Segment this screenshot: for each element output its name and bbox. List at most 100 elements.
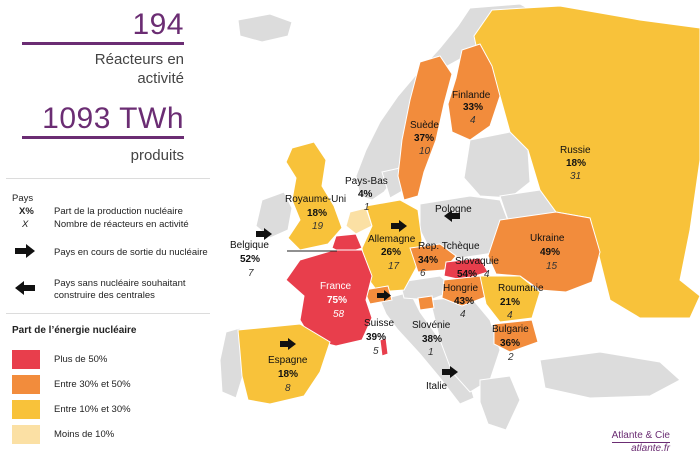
- belgique-exit-arrow-icon: [256, 228, 272, 240]
- label-france-count: 58: [333, 309, 345, 320]
- label-allemagne-pct: 26%: [381, 247, 402, 258]
- label-russie-pct: 18%: [566, 158, 587, 169]
- romania-region: [479, 275, 541, 323]
- divider-1: [6, 178, 210, 179]
- label-hongrie-pct: 43%: [454, 296, 475, 307]
- credit: Atlante & Cie atlante.fr: [611, 430, 670, 454]
- right-arrow-icon: [15, 244, 35, 258]
- belgique-leader-line: [287, 250, 337, 252]
- slovakia-region: [443, 257, 489, 281]
- label-russie-name: Russie: [560, 145, 591, 156]
- key-pays: Pays: [12, 193, 34, 204]
- legend-swatch-4: [12, 425, 40, 444]
- label-slovenie-name: Slovénie: [412, 320, 451, 331]
- label-roumanie-name: Roumanie: [498, 283, 544, 294]
- twh-value: 1093 TWh: [42, 102, 184, 135]
- label-paysbas-pct: 4%: [358, 189, 373, 200]
- label-reptcheque-count: 6: [420, 268, 426, 279]
- legend-swatch-2: [12, 375, 40, 394]
- label-russie-count: 31: [570, 171, 582, 182]
- label-france-name: France: [320, 281, 352, 292]
- label-slovaquie-name: Slovaquie: [455, 256, 499, 267]
- divider-2: [6, 313, 210, 314]
- key-pct: X%: [19, 206, 34, 217]
- label-suisse-pct: 39%: [366, 332, 387, 343]
- key-nombre-label: Nombre de réacteurs en activité: [54, 219, 189, 230]
- legend-swatch-1: [12, 350, 40, 369]
- key-construire-label: Pays sans nucléaire souhaitant construir…: [54, 278, 186, 302]
- label-france-pct: 75%: [327, 295, 348, 306]
- legend-label-3: Entre 10% et 30%: [54, 404, 131, 415]
- label-slovenie-count: 1: [428, 347, 434, 358]
- label-allemagne-count: 17: [388, 261, 400, 272]
- label-suisse-count: 5: [373, 346, 379, 357]
- label-paysbas-name: Pays-Bas: [345, 176, 388, 187]
- label-bulgarie-count: 2: [508, 352, 514, 363]
- label-hongrie-name: Hongrie: [443, 283, 479, 294]
- key-sortie-label: Pays en cours de sortie du nucléaire: [54, 247, 208, 258]
- label-espagne-count: 8: [285, 383, 291, 394]
- label-finlande-count: 4: [470, 115, 476, 126]
- corsica-region: [379, 337, 389, 357]
- label-allemagne-name: Allemagne: [368, 234, 416, 245]
- label-slovaquie-pct: 54%: [457, 269, 478, 280]
- portugal-land: [219, 327, 245, 399]
- credit-line-2: atlante.fr: [631, 443, 670, 454]
- left-arrow-icon: [15, 281, 35, 295]
- label-bulgarie-pct: 36%: [500, 338, 521, 349]
- hungary-region: [441, 275, 489, 307]
- greece-land: [479, 375, 521, 431]
- turkey-land: [539, 351, 681, 399]
- finland-region: [447, 43, 501, 141]
- legend-label-2: Entre 30% et 50%: [54, 379, 131, 390]
- label-espagne-pct: 18%: [278, 369, 299, 380]
- label-slovenie-pct: 38%: [422, 334, 443, 345]
- legend-swatch-3: [12, 400, 40, 419]
- key-x: X: [22, 219, 29, 230]
- label-bulgarie-name: Bulgarie: [492, 324, 529, 335]
- germany-region: [361, 199, 423, 293]
- label-belgique-count: 7: [248, 268, 254, 279]
- label-hongrie-count: 4: [460, 309, 466, 320]
- label-finlande-name: Finlande: [452, 90, 491, 101]
- legend-label-4: Moins de 10%: [54, 429, 115, 440]
- label-royaumeuni-count: 19: [312, 221, 324, 232]
- label-italie-name: Italie: [426, 381, 448, 392]
- russia-region: [473, 5, 700, 319]
- netherlands-region: [345, 207, 373, 235]
- label-belgique-pct: 52%: [240, 254, 261, 265]
- label-reptcheque-pct: 34%: [418, 255, 439, 266]
- label-roumanie-pct: 21%: [500, 297, 521, 308]
- pologne-build-arrow-icon: [444, 210, 460, 222]
- legend-title: Part de l’énergie nucléaire: [12, 325, 137, 336]
- key-part-label: Part de la production nucléaire: [54, 206, 183, 217]
- label-royaumeuni-pct: 18%: [307, 208, 328, 219]
- reactors-rule: [22, 42, 184, 45]
- label-roumanie-count: 4: [507, 310, 513, 321]
- uk-region: [285, 141, 343, 251]
- allemagne-exit-arrow-icon: [391, 220, 407, 232]
- label-pologne-name: Pologne: [435, 204, 472, 215]
- legend-panel: 194 Réacteurs en activité 1093 TWh produ…: [0, 0, 210, 458]
- label-suisse-name: Suisse: [364, 318, 395, 329]
- credit-line-1: Atlante & Cie: [611, 430, 670, 443]
- espagne-exit-arrow-icon: [280, 338, 296, 350]
- label-suede-count: 10: [419, 146, 431, 157]
- label-ukraine-name: Ukraine: [530, 233, 565, 244]
- sweden-region: [397, 55, 453, 201]
- label-belgique-name: Belgique: [230, 240, 269, 251]
- italie-exit-arrow-icon: [442, 366, 458, 378]
- slovenia-region: [417, 295, 435, 311]
- label-suede-name: Suède: [410, 120, 439, 131]
- twh-label: produits: [130, 147, 184, 164]
- ukraine-region: [487, 211, 601, 293]
- spain-region: [237, 323, 331, 405]
- label-reptcheque-name: Rep. Tchèque: [418, 241, 480, 252]
- key-construire-line-2: construire des centrales: [54, 290, 155, 301]
- label-espagne-name: Espagne: [268, 355, 308, 366]
- reactors-label-line-1: Réacteurs en: [94, 51, 184, 68]
- bulgaria-region: [493, 319, 539, 353]
- label-ukraine-count: 15: [546, 261, 558, 272]
- reactors-label-line-2: activité: [137, 70, 184, 87]
